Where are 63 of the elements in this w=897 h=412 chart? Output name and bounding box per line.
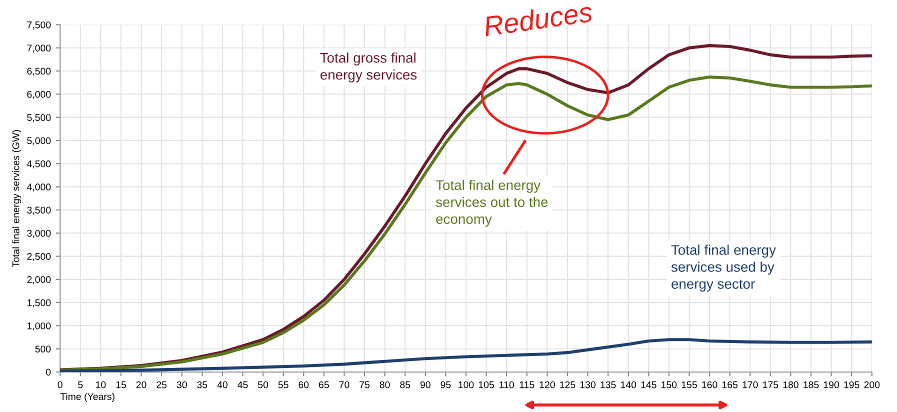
x-tick-label: 45 [238, 381, 248, 388]
x-tick-label: 100 [458, 381, 474, 388]
x-tick-label: 105 [478, 381, 494, 388]
x-tick-label: 60 [298, 381, 309, 388]
x-tick-label: 110 [500, 381, 514, 388]
y-tick-label: 4,500 [26, 160, 51, 168]
x-tick-label: 130 [580, 381, 596, 388]
y-tick-label: 1,000 [27, 322, 51, 330]
x-axis-title: Time (Years) [60, 392, 114, 402]
y-tick-label: 3,000 [27, 230, 51, 238]
text: Total gross final energy services [320, 52, 417, 82]
y-axis-title: Total final energy services (GW) [12, 130, 22, 268]
x-tick-label: 20 [136, 381, 146, 388]
x-tick-label: 140 [620, 381, 636, 388]
x-tick-label: 50 [258, 381, 268, 388]
x-tick-label: 125 [560, 381, 576, 388]
y-tick-label: 1,500 [27, 299, 51, 308]
x-tick-label: 195 [844, 381, 860, 388]
x-tick-label: 10 [96, 381, 106, 388]
y-tick-label: 6,000 [27, 90, 51, 99]
y-tick-label: 2,500 [27, 253, 51, 262]
x-tick-label: 160 [702, 381, 718, 388]
x-tick-label: 30 [176, 381, 187, 388]
y-tick-label: 5,000 [27, 137, 51, 146]
x-tick-label: 180 [783, 381, 798, 388]
x-tick-label: 175 [763, 381, 778, 388]
series-label: Total final energy services out to the economy [436, 180, 548, 227]
y-tick-label: 5,500 [27, 114, 51, 122]
x-tick-label: 115 [520, 381, 534, 388]
y-tick-label: 4,000 [26, 184, 51, 192]
y-tick-label: 2,000 [27, 276, 51, 284]
x-tick-label: 190 [824, 381, 840, 388]
x-tick-label: 25 [156, 381, 167, 388]
x-tick-label: 40 [217, 381, 228, 388]
x-tick-label: 185 [804, 381, 819, 388]
x-tick-label: 55 [278, 381, 288, 388]
x-tick-label: 165 [722, 381, 738, 388]
x-tick-label: 75 [360, 381, 370, 388]
x-tick-label: 35 [197, 381, 208, 388]
x-tick-label: 80 [380, 381, 390, 388]
x-tick-label: 65 [319, 381, 329, 388]
x-tick-label: 155 [682, 381, 697, 388]
y-tick-label: 500 [35, 346, 51, 352]
annotation: Reduces [483, 1, 594, 37]
x-tick-label: 90 [420, 381, 430, 388]
y-tick-label: 0 [46, 368, 51, 376]
text: Total final energy services used by energy sector [671, 244, 776, 292]
y-tick-label: 6,500 [27, 68, 51, 76]
x-tick-label: 170 [742, 381, 758, 388]
x-tick-label: 0 [58, 381, 62, 388]
x-tick-label: 85 [400, 381, 410, 388]
x-tick-label: 15 [116, 381, 126, 388]
x-tick-label: 135 [600, 381, 616, 388]
y-tick-label: 7,000 [27, 44, 51, 53]
x-tick-label: 95 [440, 381, 451, 388]
y-tick-label: 7,500 [27, 21, 51, 30]
x-tick-label: 120 [540, 381, 555, 388]
x-tick-label: 200 [864, 381, 880, 388]
x-tick-label: 150 [662, 381, 677, 388]
x-tick-label: 5 [78, 381, 83, 388]
x-tick-label: 70 [339, 381, 350, 388]
x-tick-label: 145 [641, 381, 656, 388]
y-tick-label: 3,500 [27, 206, 51, 215]
